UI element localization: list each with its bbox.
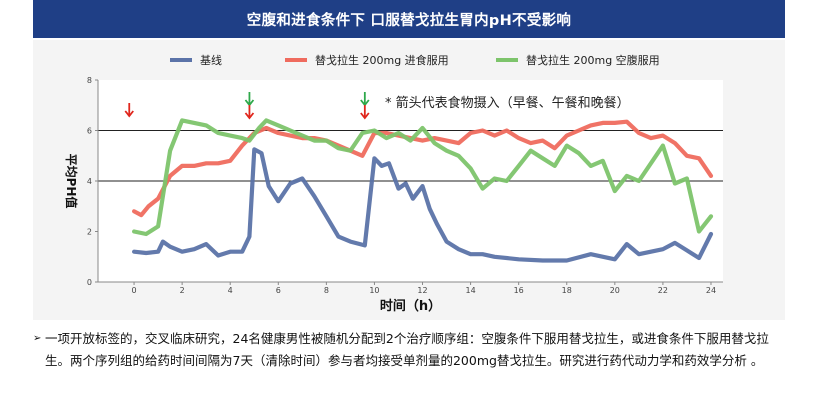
x-tick-label: 24 [706, 286, 716, 295]
legend-label-0: 基线 [200, 53, 222, 67]
x-tick-label: 18 [562, 286, 572, 295]
x-tick-label: 12 [417, 286, 427, 295]
x-tick-label: 4 [228, 286, 233, 295]
x-tick-label: 14 [466, 286, 476, 295]
meal-arrow-red-2-head [360, 112, 370, 120]
title-banner: 空腹和进食条件下 口服替戈拉生胃内pH不受影响 [33, 0, 785, 38]
y-tick-label: 6 [87, 127, 92, 136]
y-tick-label: 0 [87, 278, 92, 287]
meal-arrow-red-1-head [244, 112, 255, 120]
x-axis-title: 时间（h） [380, 298, 441, 314]
x-tick-label: 2 [180, 286, 185, 295]
study-description: ➢ 一项开放标签的，交叉临床研究，24名健康男性被随机分配到2个治疗顺序组：空腹… [33, 328, 793, 372]
x-tick-label: 10 [369, 286, 379, 295]
legend-label-2: 替戈拉生 200mg 空腹服用 [526, 53, 660, 67]
chart-panel: 0 2 4 6 8 0 2 4 6 8 10 12 14 16 18 20 22 24 时间（h） 平均PH值 基线 替戈… [33, 40, 785, 320]
y-tick-label: 2 [87, 228, 92, 237]
banner-title: 空腹和进食条件下 口服替戈拉生胃内pH不受影响 [246, 12, 572, 29]
x-tick-label: 6 [276, 286, 281, 295]
y-axis-title: 平均PH值 [64, 154, 79, 209]
legend-label-1: 替戈拉生 200mg 进食服用 [315, 53, 449, 67]
bullet-arrow-icon: ➢ [33, 333, 42, 344]
series-line-1 [131, 119, 714, 218]
x-tick-label: 20 [610, 286, 620, 295]
meal-arrow-red-0-head [124, 110, 134, 118]
meal-annotation: * 箭头代表食物摄入（早餐、午餐和晚餐） [385, 95, 630, 111]
x-tick-label: 22 [658, 286, 668, 295]
y-tick-label: 4 [87, 177, 92, 186]
x-tick-label: 0 [132, 286, 137, 295]
x-tick-label: 16 [514, 286, 524, 295]
series-line-0 [131, 147, 714, 263]
x-tick-label: 8 [324, 286, 329, 295]
y-tick-label: 8 [87, 76, 92, 85]
series-line-2 [131, 118, 714, 237]
study-description-text: 一项开放标签的，交叉临床研究，24名健康男性被随机分配到2个治疗顺序组：空腹条件… [45, 331, 769, 368]
